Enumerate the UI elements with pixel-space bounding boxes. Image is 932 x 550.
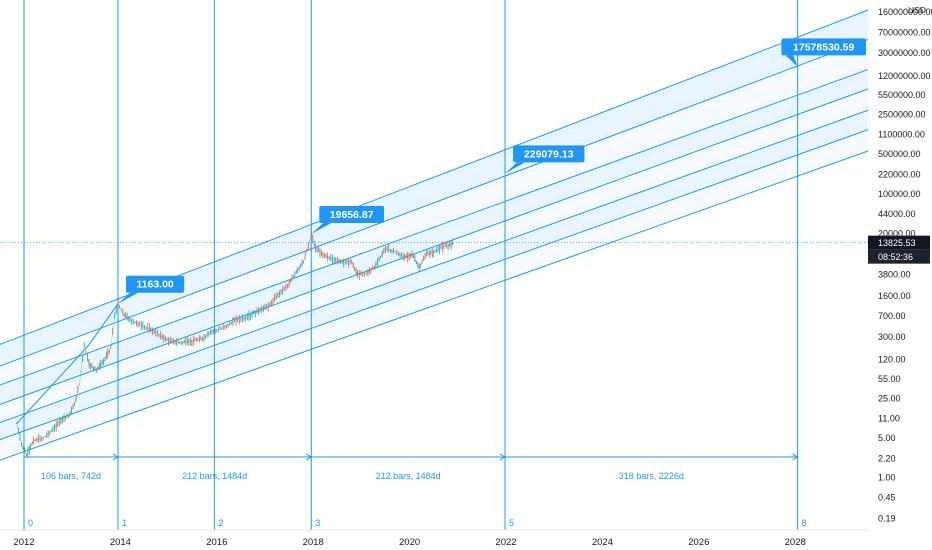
callout-box bbox=[513, 145, 585, 163]
zigzag-line[interactable] bbox=[16, 303, 119, 424]
price-axis-bg bbox=[868, 0, 932, 550]
price-tick-label: 70000000.00 bbox=[878, 27, 931, 37]
price-tick-label: 220000.00 bbox=[878, 169, 921, 179]
time-axis-bg bbox=[0, 530, 932, 550]
cycle-markers[interactable]: 0 1 2 3 5 8 bbox=[23, 0, 807, 530]
time-tick-label: 2022 bbox=[495, 537, 516, 548]
current-price-label: 13825.53 bbox=[878, 238, 916, 248]
channel-band bbox=[0, 18, 925, 386]
price-tick-label: 0.19 bbox=[878, 514, 896, 524]
price-tick-label: 120.00 bbox=[878, 355, 906, 365]
channel-line[interactable] bbox=[0, 0, 924, 361]
price-tick-label: 300.00 bbox=[878, 332, 906, 342]
price-tick-label: 1600.00 bbox=[878, 291, 911, 301]
price-tick-label: 1100000.00 bbox=[878, 130, 925, 140]
time-axis[interactable]: 2012 2014 2016 2018 2020 2022 2024 2026 2028 bbox=[0, 529, 932, 550]
channel-band bbox=[0, 109, 925, 461]
price-tick-label: 30000000.00 bbox=[878, 48, 931, 58]
callout-pointer bbox=[505, 162, 526, 174]
price-callout[interactable]: 19656.87 bbox=[311, 205, 385, 234]
price-callout[interactable]: 1163.00 bbox=[117, 275, 185, 304]
callout-pointer bbox=[311, 222, 332, 234]
channel-band bbox=[0, 68, 925, 423]
zigzag-drawing[interactable] bbox=[16, 303, 119, 424]
cycle-marker-label: 8 bbox=[802, 518, 807, 528]
channel-line[interactable] bbox=[0, 17, 925, 382]
time-tick-label: 2016 bbox=[206, 537, 227, 548]
price-tick-label: 25.00 bbox=[878, 393, 901, 403]
range-label: 212 bars, 1484d bbox=[182, 471, 247, 481]
callout-box bbox=[781, 38, 866, 56]
range-label: 106 bars, 742d bbox=[41, 471, 101, 481]
time-tick-label: 2012 bbox=[13, 537, 34, 548]
channel-line[interactable] bbox=[0, 67, 925, 420]
price-tick-label: 5500000.00 bbox=[878, 90, 926, 100]
price-tick-label: 55.00 bbox=[878, 374, 901, 384]
countdown-badge bbox=[868, 249, 930, 264]
callout-label: 1163.00 bbox=[136, 279, 174, 291]
time-tick-label: 2018 bbox=[303, 537, 324, 548]
callout-pointer bbox=[117, 292, 138, 304]
countdown-label: 08:52:36 bbox=[878, 252, 913, 262]
price-callout[interactable]: 229079.13 bbox=[505, 145, 585, 174]
price-tick-label: 3800.00 bbox=[878, 269, 911, 279]
range-label: 212 bars, 1484d bbox=[376, 471, 441, 481]
channel-fills bbox=[0, 0, 925, 461]
price-tick-label: 500000.00 bbox=[878, 149, 921, 159]
callout-box bbox=[125, 275, 185, 293]
channel-line[interactable] bbox=[0, 130, 925, 475]
callout-box bbox=[319, 205, 385, 223]
cycle-marker-label: 5 bbox=[509, 518, 514, 528]
channel-line[interactable] bbox=[0, 48, 925, 401]
callout-label: 19656.87 bbox=[330, 209, 374, 221]
price-series bbox=[16, 231, 455, 458]
current-price-badge bbox=[868, 235, 930, 250]
price-tick-label: 1.00 bbox=[878, 473, 896, 483]
channel-line[interactable] bbox=[0, 89, 925, 438]
price-callouts[interactable]: 1163.00 19656.87 229079.13 17578530.59 bbox=[117, 38, 866, 304]
time-tick-label: 2024 bbox=[592, 537, 613, 548]
price-axis[interactable]: 160000000.00 70000000.00 30000000.00 120000… bbox=[868, 0, 932, 550]
time-tick-label: 2020 bbox=[399, 537, 420, 548]
range-label: 318 bars, 2226d bbox=[619, 471, 684, 481]
cycle-marker-label: 0 bbox=[28, 518, 33, 528]
currency-label: USD bbox=[908, 5, 926, 15]
price-callout[interactable]: 17578530.59 bbox=[781, 38, 866, 67]
range-arrow bbox=[792, 453, 799, 461]
callout-label: 229079.13 bbox=[524, 148, 574, 160]
time-tick-label: 2014 bbox=[110, 537, 131, 548]
bar-range-measures[interactable]: 106 bars, 742d 212 bars, 1484d 212 bars, 1… bbox=[24, 453, 799, 481]
price-tick-label: 44000.00 bbox=[878, 209, 916, 219]
callout-label: 17578530.59 bbox=[793, 41, 854, 53]
time-tick-label: 2028 bbox=[785, 537, 806, 548]
price-tick-label: 5.00 bbox=[878, 433, 896, 443]
channel-band bbox=[0, 48, 925, 405]
price-tick-label: 2.20 bbox=[878, 453, 896, 463]
price-tick-label: 2500000.00 bbox=[878, 110, 926, 120]
cycle-marker-label: 3 bbox=[315, 518, 320, 528]
price-tick-label: 11.00 bbox=[878, 414, 900, 424]
time-tick-label: 2026 bbox=[688, 537, 709, 548]
price-tick-label: 12000000.00 bbox=[878, 71, 931, 81]
price-tick-label: 700.00 bbox=[878, 311, 906, 321]
channel-line[interactable] bbox=[0, 109, 925, 455]
price-tick-label: 160000000.00 bbox=[878, 7, 932, 17]
price-tick-label: 0.45 bbox=[878, 492, 896, 502]
price-line bbox=[16, 232, 455, 456]
cycle-marker-label: 2 bbox=[218, 518, 223, 528]
channel-band bbox=[0, 89, 925, 440]
channel-lines[interactable] bbox=[0, 0, 925, 475]
channel-band bbox=[0, 0, 925, 366]
price-tick-label: 100000.00 bbox=[878, 189, 921, 199]
callout-pointer bbox=[785, 55, 798, 67]
price-tick-label: 20000.00 bbox=[878, 229, 916, 239]
cycle-marker-label: 1 bbox=[122, 518, 127, 528]
